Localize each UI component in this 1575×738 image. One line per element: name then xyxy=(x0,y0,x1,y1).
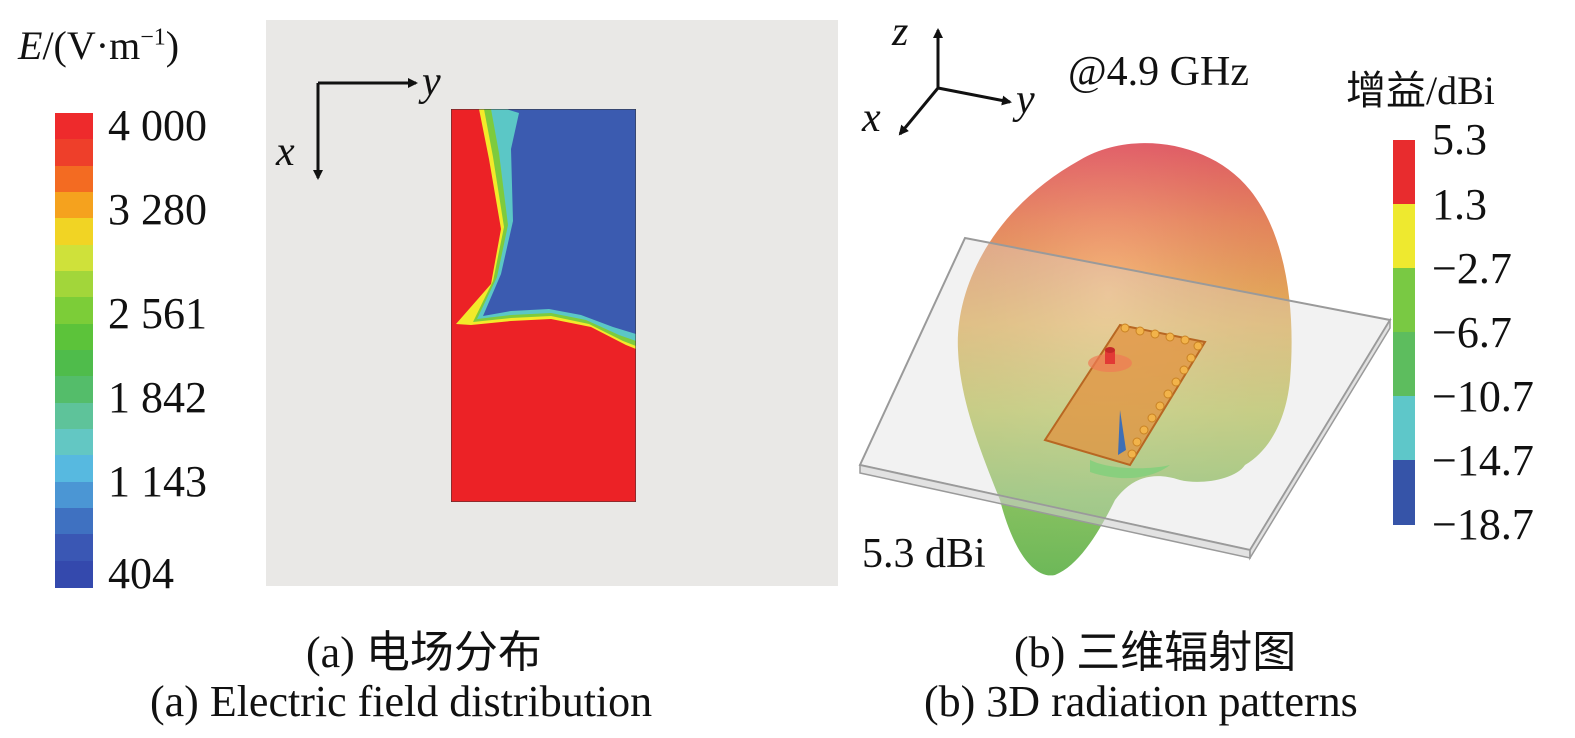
field-tick-4000: 4 000 xyxy=(108,101,207,150)
field-colorbar-segment xyxy=(55,508,93,536)
field-tick-404: 404 xyxy=(108,549,174,598)
field-colorbar-segment xyxy=(55,534,93,562)
pattern-axis-x-label: x xyxy=(862,95,881,141)
max-gain-label: 5.3 dBi xyxy=(862,531,986,577)
field-tick-3280: 3 280 xyxy=(108,185,207,234)
caption-a-cn: (a) 电场分布 xyxy=(306,628,542,677)
gain-tick-1-3: 1.3 xyxy=(1432,180,1487,229)
caption-b-en: (b) 3D radiation patterns xyxy=(924,677,1358,726)
field-colorbar-segment xyxy=(55,139,93,167)
field-colorbar-segment xyxy=(55,481,93,509)
pattern-axis-y-label: y xyxy=(1016,77,1035,123)
gain-colorbar-segment xyxy=(1393,268,1415,333)
field-tick-1842: 1 842 xyxy=(108,373,207,422)
gain-colorbar-title: 增益/dBi xyxy=(1346,68,1495,113)
gain-colorbar-segment xyxy=(1393,460,1415,525)
pattern-axis-z-label: z xyxy=(892,9,909,55)
field-axis-y-label: y xyxy=(422,59,441,105)
field-axes-arrows xyxy=(313,78,418,180)
gain-tick-minus-18-7: −18.7 xyxy=(1432,500,1534,549)
gain-tick-5-3: 5.3 xyxy=(1432,115,1487,164)
field-colorbar-segment xyxy=(55,191,93,220)
gain-tick-minus-2-7: −2.7 xyxy=(1432,244,1512,293)
field-unit-close: ) xyxy=(165,23,180,68)
gain-colorbar-segment xyxy=(1393,332,1415,397)
field-unit: /(V·m xyxy=(42,23,141,68)
field-colorbar-segment xyxy=(55,560,93,588)
field-colorbar-segment xyxy=(55,218,93,246)
gain-tick-minus-14-7: −14.7 xyxy=(1432,436,1534,485)
field-colorbar-segment xyxy=(55,270,93,299)
gain-colorbar-segment xyxy=(1393,140,1415,205)
field-distribution-map xyxy=(451,109,636,502)
gain-colorbar-segment xyxy=(1393,204,1415,269)
field-colorbar xyxy=(55,113,93,588)
radiation-pattern-3d xyxy=(858,143,1392,576)
field-colorbar-segment xyxy=(55,165,93,193)
field-tick-2561: 2 561 xyxy=(108,289,207,338)
gain-tick-minus-10-7: −10.7 xyxy=(1432,372,1534,421)
field-colorbar-segment xyxy=(55,113,93,141)
frequency-label: @4.9 GHz xyxy=(1068,49,1249,95)
field-colorbar-segment xyxy=(55,428,93,457)
field-colorbar-segment xyxy=(55,297,93,325)
field-colorbar-segment xyxy=(55,244,93,272)
gain-colorbar-segment xyxy=(1393,396,1415,461)
field-tick-1143: 1 143 xyxy=(108,457,207,506)
gain-tick-minus-6-7: −6.7 xyxy=(1432,308,1512,357)
field-colorbar-title: E/(V·m−1) xyxy=(18,22,179,69)
field-unit-exponent: −1 xyxy=(140,24,166,51)
caption-a-en: (a) Electric field distribution xyxy=(150,677,653,726)
field-colorbar-segment xyxy=(55,350,93,378)
pattern-axes-triad xyxy=(898,28,1012,136)
caption-b-cn: (b) 三维辐射图 xyxy=(1014,628,1297,677)
field-axis-x-label: x xyxy=(276,129,295,175)
field-symbol: E xyxy=(18,23,43,68)
field-colorbar-segment xyxy=(55,455,93,483)
field-colorbar-segment xyxy=(55,376,93,404)
field-colorbar-segment xyxy=(55,323,93,351)
field-colorbar-segment xyxy=(55,402,93,430)
gain-colorbar xyxy=(1393,140,1415,525)
